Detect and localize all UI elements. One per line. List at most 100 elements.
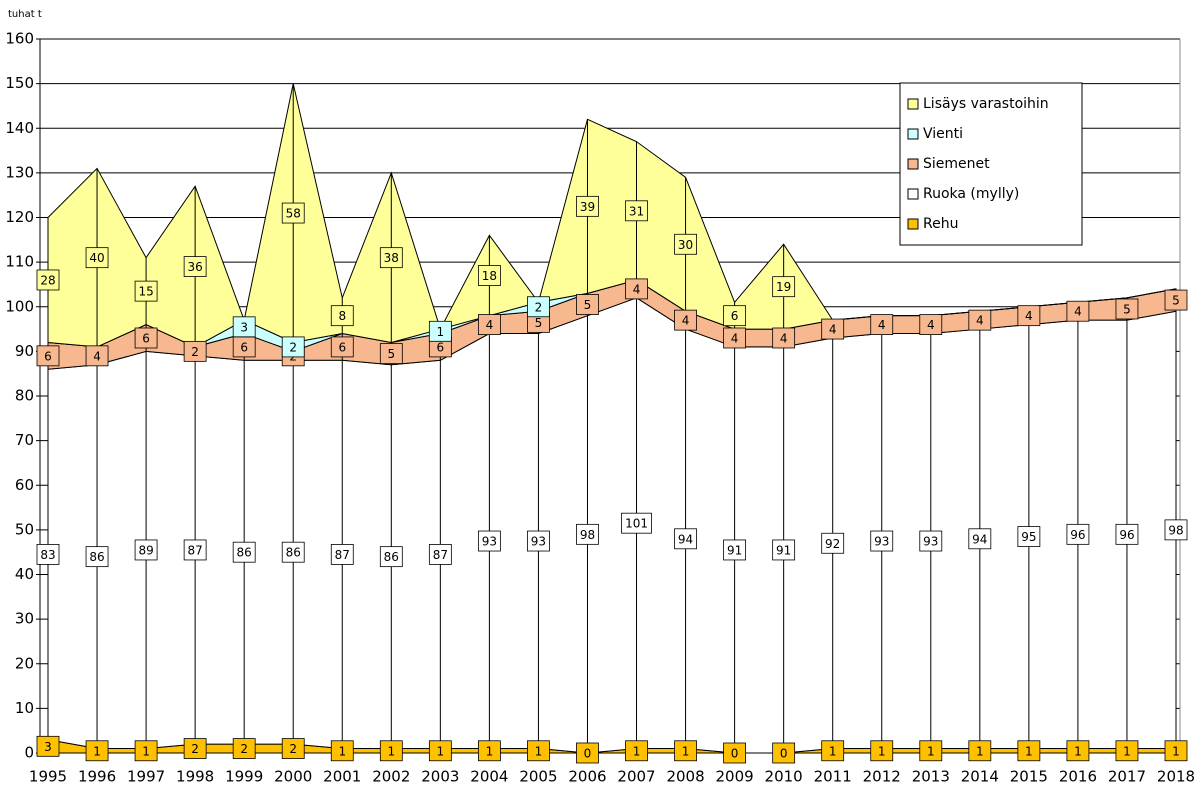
- label-box: [477, 314, 501, 336]
- label-box: [772, 539, 796, 561]
- x-tick-label: 1996: [78, 768, 116, 786]
- data-label: 0: [731, 747, 739, 761]
- data-label: 5: [387, 347, 395, 361]
- data-label: 93: [923, 535, 938, 549]
- data-label: 4: [486, 318, 494, 332]
- label-box: [772, 327, 796, 349]
- data-label: 1: [1123, 744, 1131, 758]
- y-tick-label: 110: [5, 253, 34, 271]
- data-label: 6: [437, 340, 445, 354]
- label-box: [674, 528, 697, 550]
- data-label: 86: [237, 546, 252, 560]
- data-label: 2: [289, 340, 297, 354]
- y-tick-label: 150: [5, 74, 34, 92]
- legend-swatch: [907, 128, 919, 140]
- label-box: [1115, 298, 1139, 320]
- label-box: [576, 742, 599, 764]
- data-label: 58: [286, 207, 301, 221]
- y-tick-label: 140: [5, 119, 34, 137]
- legend-label: Ruoka (mylly): [923, 186, 1019, 202]
- label-box: [134, 740, 158, 762]
- data-label: 3: [44, 740, 52, 754]
- data-label: 92: [825, 537, 840, 551]
- data-label: 1: [142, 744, 150, 758]
- label-box: [576, 195, 599, 217]
- data-label: 2: [289, 742, 297, 756]
- data-label: 28: [40, 273, 55, 287]
- x-tick-label: 1999: [225, 768, 263, 786]
- label-box: [625, 740, 648, 762]
- label-box: [379, 546, 403, 568]
- legend-label: Rehu: [923, 216, 958, 232]
- legend-label: Siemenet: [923, 156, 990, 172]
- y-tick-label: 60: [15, 476, 34, 494]
- y-tick-label: 160: [5, 30, 34, 48]
- data-label: 2: [191, 742, 199, 756]
- label-box: [330, 740, 354, 762]
- label-box: [1164, 289, 1188, 311]
- label-box: [232, 316, 256, 338]
- data-label: 93: [531, 535, 546, 549]
- x-tick-label: 2005: [519, 768, 557, 786]
- legend-label: Lisäys varastoihin: [923, 96, 1049, 112]
- label-box: [134, 539, 158, 561]
- data-label: 4: [633, 282, 641, 296]
- legend-swatch: [907, 158, 919, 170]
- y-tick-label: 70: [15, 431, 34, 449]
- data-label: 96: [1070, 528, 1085, 542]
- data-label: 87: [433, 548, 448, 562]
- label-box: [527, 530, 550, 552]
- data-label: 0: [584, 747, 592, 761]
- label-box: [870, 530, 894, 552]
- label-box: [919, 740, 943, 762]
- data-label: 1: [878, 744, 886, 758]
- label-box: [674, 309, 697, 331]
- data-label: 5: [584, 298, 592, 312]
- label-box: [919, 314, 943, 336]
- y-tick-label: 0: [24, 744, 34, 762]
- data-label: 3: [240, 320, 248, 334]
- label-box: [723, 539, 747, 561]
- label-box: [134, 327, 158, 349]
- data-label: 38: [384, 251, 399, 265]
- data-label: 2: [240, 742, 248, 756]
- data-label: 4: [731, 331, 739, 345]
- data-label: 1: [338, 744, 346, 758]
- data-label: 95: [1021, 530, 1036, 544]
- x-tick-label: 2009: [716, 768, 754, 786]
- data-label: 1: [829, 744, 837, 758]
- data-label: 1: [437, 744, 445, 758]
- label-box: [870, 314, 894, 336]
- y-axis-label: tuhat t: [8, 9, 42, 20]
- label-box: [477, 530, 501, 552]
- label-box: [281, 202, 305, 224]
- x-tick-label: 2000: [274, 768, 312, 786]
- data-label: 19: [776, 280, 791, 294]
- data-label: 6: [44, 349, 52, 363]
- data-label: 5: [535, 316, 543, 330]
- label-box: [232, 541, 256, 563]
- label-box: [330, 305, 354, 327]
- x-tick-label: 2007: [617, 768, 655, 786]
- data-label: 39: [580, 200, 595, 214]
- data-label: 101: [625, 517, 648, 531]
- label-box: [134, 280, 158, 302]
- data-label: 30: [678, 238, 693, 252]
- label-box: [1164, 519, 1188, 541]
- data-label: 91: [727, 543, 742, 557]
- label-box: [183, 738, 207, 759]
- label-box: [723, 327, 747, 349]
- x-tick-label: 2003: [421, 768, 459, 786]
- data-label: 4: [927, 318, 935, 332]
- data-label: 5: [1123, 302, 1131, 316]
- label-box: [379, 740, 403, 762]
- label-box: [36, 735, 60, 757]
- x-tick-label: 2011: [814, 768, 852, 786]
- label-box: [674, 233, 697, 255]
- data-label: 0: [780, 747, 788, 761]
- data-label: 87: [335, 548, 350, 562]
- x-tick-label: 2015: [1010, 768, 1048, 786]
- label-box: [1017, 305, 1041, 327]
- label-box: [968, 740, 992, 762]
